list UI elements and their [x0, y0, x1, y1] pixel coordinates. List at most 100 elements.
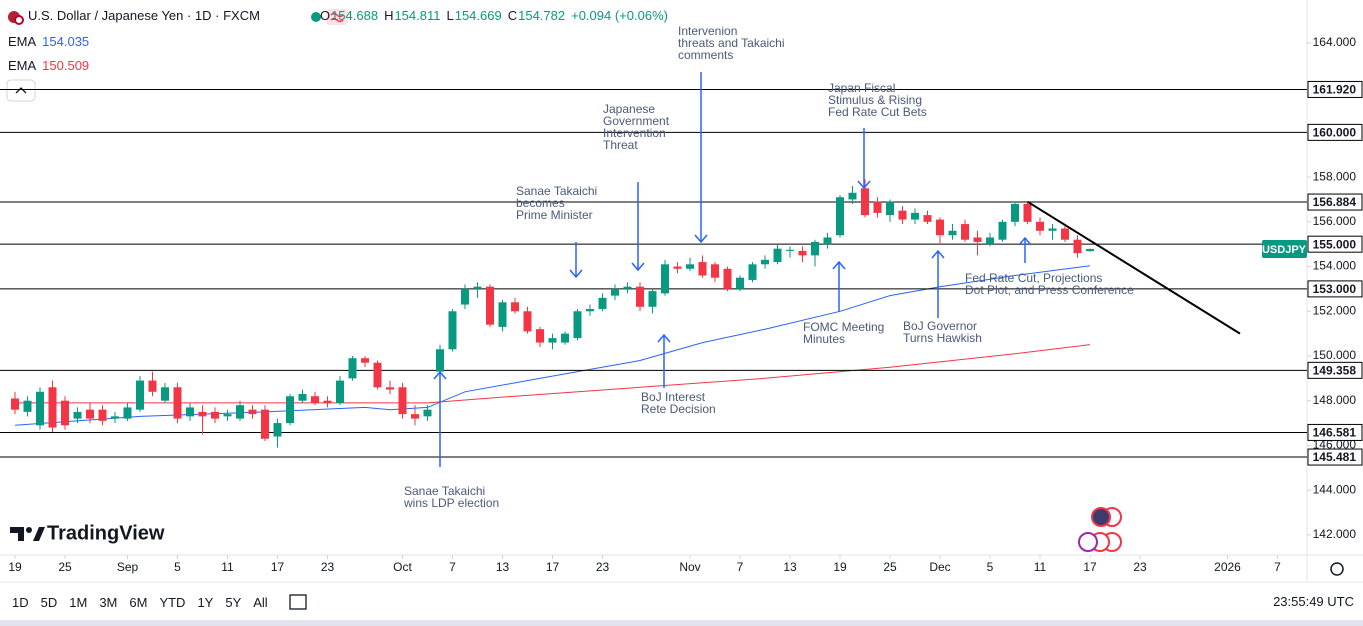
arrow-head — [1018, 236, 1032, 246]
candle-body — [598, 297, 607, 310]
candle-body — [1048, 228, 1057, 231]
y-tick-label: 148.000 — [1313, 393, 1357, 407]
candle-body — [573, 311, 582, 339]
candle-body — [111, 416, 119, 419]
level-label: 149.358 — [1313, 364, 1357, 378]
candle-body — [11, 398, 19, 410]
annotation-text: comments — [678, 48, 733, 62]
candle-body — [548, 338, 557, 343]
ohlc-value: 154.688 — [331, 8, 379, 23]
legend-value: 150.509 — [42, 58, 90, 73]
candle-body — [486, 286, 494, 325]
candle-body — [98, 409, 107, 421]
candle-body — [536, 329, 544, 343]
candle-body — [398, 387, 407, 415]
candle-body — [811, 241, 819, 256]
x-tick-label: 7 — [449, 560, 456, 574]
candle-body — [86, 409, 94, 419]
candle-body — [23, 400, 32, 412]
y-tick-label: 152.000 — [1313, 303, 1357, 317]
annotation-text: Fed Rate Cut, Projections — [965, 271, 1102, 285]
range-button[interactable]: YTD — [159, 594, 186, 610]
range-button[interactable]: 5D — [40, 594, 58, 610]
level-label-box — [1307, 423, 1363, 441]
candle-body — [823, 237, 832, 245]
candle-body — [123, 407, 132, 419]
event-icon[interactable] — [1078, 532, 1098, 552]
y-tick-label: 144.000 — [1313, 482, 1357, 496]
arrow-head — [569, 269, 583, 279]
level-label: 156.884 — [1313, 195, 1357, 209]
candle-body — [973, 237, 982, 242]
candle-body — [373, 362, 382, 388]
candle-body — [873, 201, 882, 213]
level-label-box — [1307, 361, 1363, 379]
candle-body — [673, 266, 682, 269]
level-label: 161.920 — [1313, 83, 1357, 97]
symbol-title: U.S. Dollar / Japanese Yen · 1D · FXCM — [28, 8, 260, 23]
candle-body — [586, 309, 594, 312]
candle-body — [986, 237, 994, 245]
candle-body — [686, 264, 694, 269]
annotation-text: Sanae Takaichi — [404, 484, 485, 498]
calendar-icon[interactable] — [289, 594, 307, 610]
arrow-head — [857, 180, 871, 190]
range-button[interactable]: 5Y — [225, 594, 242, 610]
range-button[interactable]: All — [253, 594, 268, 610]
range-button[interactable]: 3M — [99, 594, 118, 610]
x-tick-label: 13 — [496, 560, 510, 574]
candle-body — [61, 400, 69, 426]
candle-body — [211, 411, 219, 419]
candle-body — [1036, 221, 1044, 231]
collapse-button[interactable] — [6, 79, 36, 102]
candle-body — [998, 221, 1007, 240]
flag-icon — [14, 15, 24, 25]
change: +0.094 (+0.06%) — [571, 8, 668, 23]
candle-body — [773, 248, 782, 263]
annotation-text: Dot Plot, and Press Conference — [965, 283, 1134, 297]
candle-body — [423, 409, 432, 417]
candle-body — [648, 291, 657, 307]
x-tick-label: 23 — [596, 560, 610, 574]
annotation-text: Stimulus & Rising — [828, 93, 922, 107]
x-tick-label: 17 — [546, 560, 560, 574]
range-button[interactable]: 6M — [129, 594, 148, 610]
candle-body — [961, 224, 969, 240]
ohlc-value: 154.669 — [454, 8, 502, 23]
annotation-text: BoJ Governor — [903, 319, 977, 333]
y-tick-label: 156.000 — [1313, 214, 1357, 228]
candle-body — [348, 358, 357, 379]
candle-body — [361, 358, 369, 363]
arrow-head — [433, 370, 447, 380]
settings-icon[interactable] — [1330, 562, 1344, 576]
logo — [10, 527, 45, 541]
x-tick-label: 2026 — [1214, 560, 1241, 574]
x-tick-label: Oct — [393, 560, 412, 574]
level-label-box — [1307, 235, 1363, 253]
x-tick-label: 5 — [987, 560, 994, 574]
annotation-text: Government — [603, 114, 670, 128]
candle-body — [798, 250, 807, 256]
candle-body — [561, 333, 569, 343]
level-label-box — [1307, 280, 1363, 298]
candle-body — [386, 387, 394, 390]
level-label: 145.481 — [1313, 450, 1357, 464]
legend-name: EMA — [8, 58, 37, 73]
footer-band — [0, 620, 1363, 626]
range-button[interactable]: 1D — [12, 594, 29, 610]
ohlc-label: L — [446, 8, 454, 23]
range-button[interactable]: 1Y — [197, 594, 214, 610]
candle-body — [248, 409, 257, 415]
bottom-toolbar: 1D 5D 1M 3M 6M YTD 1Y 5Y All 23:55:49 UTC — [0, 584, 1363, 620]
candle-body — [186, 407, 194, 417]
event-icon[interactable] — [1091, 507, 1111, 527]
candle-body — [36, 391, 44, 426]
arrow-head — [631, 262, 645, 272]
candle-body — [1073, 239, 1082, 254]
candle-body — [886, 201, 894, 216]
x-tick-label: 17 — [1083, 560, 1097, 574]
candle-body — [223, 414, 232, 417]
range-button[interactable]: 1M — [69, 594, 88, 610]
